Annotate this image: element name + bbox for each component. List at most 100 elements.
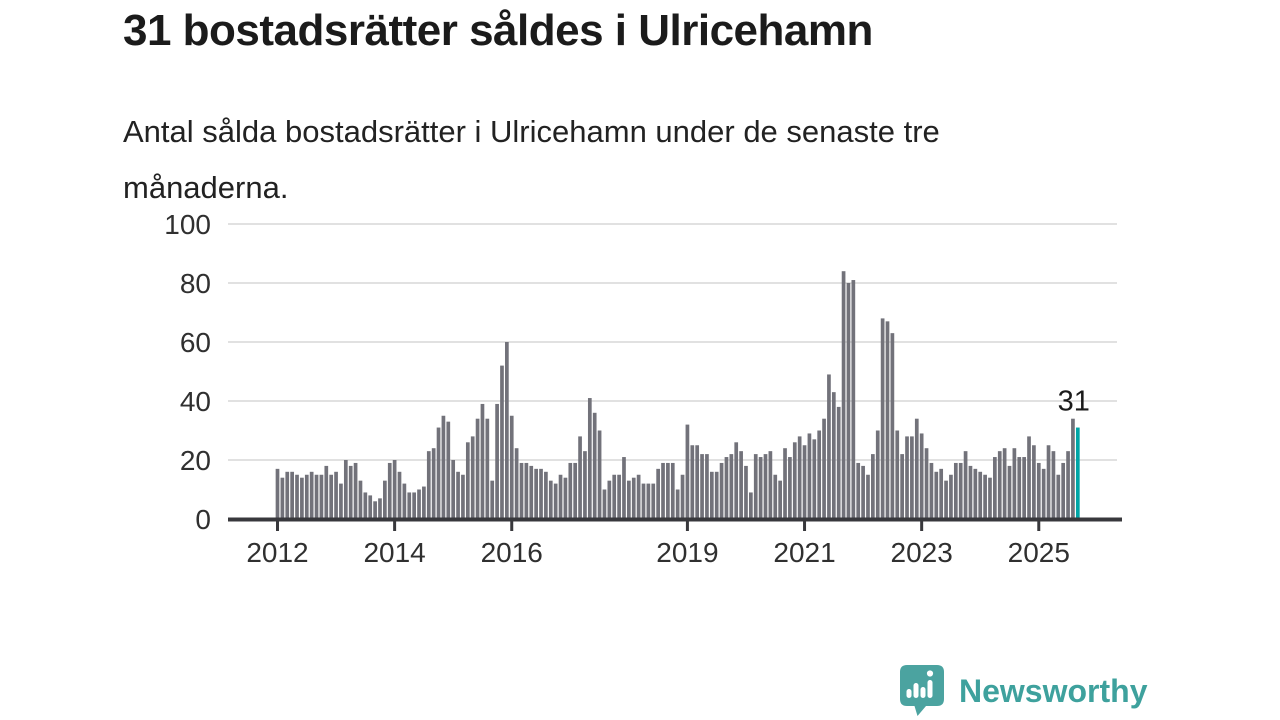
bar (963, 451, 968, 519)
bar (290, 471, 294, 519)
bar (627, 480, 631, 519)
bar (827, 374, 831, 519)
bar (905, 436, 909, 519)
bar (334, 471, 338, 519)
bar (768, 451, 773, 519)
bar (544, 471, 548, 519)
bar (944, 480, 948, 519)
bar (300, 477, 304, 519)
newsworthy-logo[interactable]: Newsworthy (898, 664, 1147, 717)
bar (441, 415, 446, 519)
bar (817, 430, 822, 519)
bar (675, 489, 680, 519)
bar (724, 457, 729, 519)
bar (949, 474, 953, 519)
bar (436, 427, 441, 519)
x-axis-label: 2023 (891, 537, 953, 568)
bar (368, 495, 373, 519)
bar (583, 451, 587, 519)
bar (592, 412, 597, 519)
bar (402, 483, 407, 519)
bar (475, 418, 480, 519)
bar (1036, 462, 1041, 519)
bar (422, 486, 426, 519)
bar (841, 271, 846, 519)
bar (378, 498, 382, 519)
bar (753, 454, 758, 519)
bar (612, 474, 617, 519)
bar (524, 462, 529, 519)
newsworthy-logo-text: Newsworthy (959, 672, 1148, 709)
bar (339, 483, 343, 519)
bar (983, 474, 987, 519)
bar (548, 480, 553, 519)
bar (739, 451, 743, 519)
bar (792, 442, 797, 519)
bar (695, 445, 700, 519)
bar (1027, 436, 1031, 519)
bar (846, 283, 851, 519)
x-axis-label: 2014 (363, 537, 425, 568)
bar (324, 465, 329, 519)
bar (1051, 451, 1056, 519)
bar (871, 454, 875, 519)
bar (885, 321, 890, 519)
x-axis-label: 2021 (773, 537, 835, 568)
bar (573, 462, 578, 519)
bar (758, 457, 763, 519)
bar (539, 468, 543, 519)
bar (417, 489, 421, 519)
bar (1012, 448, 1017, 519)
bar (1022, 457, 1026, 519)
bar (934, 471, 939, 519)
bar (734, 442, 739, 519)
bar (353, 462, 358, 519)
bar (622, 457, 626, 519)
y-axis-label: 60 (180, 327, 211, 358)
bar (749, 492, 753, 519)
bar (988, 477, 992, 519)
bar (607, 480, 612, 519)
bar (509, 415, 514, 519)
bar (456, 471, 460, 519)
bar (407, 492, 412, 519)
bar (373, 501, 377, 519)
x-axis-label: 2025 (1008, 537, 1070, 568)
bar (363, 492, 368, 519)
bar (973, 468, 978, 519)
bar (812, 439, 817, 519)
bar (426, 451, 431, 519)
bar (919, 433, 924, 519)
bar (587, 398, 592, 519)
bar (910, 436, 914, 519)
bar (646, 483, 651, 519)
bar (641, 483, 646, 519)
x-axis-line (228, 517, 1122, 522)
bar (656, 468, 660, 519)
bar (495, 403, 499, 519)
bar (1032, 445, 1036, 519)
y-axis-label: 20 (180, 445, 211, 476)
y-axis-label: 0 (195, 504, 211, 535)
bar (529, 465, 534, 519)
bar (958, 462, 963, 519)
bar (661, 462, 665, 519)
bar (1017, 457, 1022, 519)
bar (744, 465, 748, 519)
bar (470, 436, 475, 519)
bar (412, 492, 416, 519)
bar (309, 471, 314, 519)
bar (1007, 465, 1012, 519)
bar (875, 430, 880, 519)
bar (890, 333, 895, 519)
bar (280, 477, 285, 519)
bar (861, 465, 865, 519)
x-axis-label: 2019 (656, 537, 718, 568)
bar (997, 451, 1002, 519)
bar (387, 462, 392, 519)
bar (953, 462, 958, 519)
bar (773, 474, 778, 519)
bar (285, 471, 290, 519)
bar (465, 442, 470, 519)
